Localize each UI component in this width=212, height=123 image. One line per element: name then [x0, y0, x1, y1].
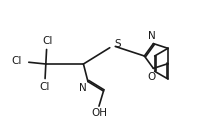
Text: Cl: Cl [42, 36, 52, 46]
Text: S: S [115, 39, 121, 49]
Text: N: N [148, 31, 156, 41]
Text: O: O [147, 72, 155, 82]
Text: N: N [79, 83, 87, 93]
Text: Cl: Cl [12, 56, 22, 67]
Text: OH: OH [91, 108, 107, 118]
Text: Cl: Cl [39, 82, 50, 92]
